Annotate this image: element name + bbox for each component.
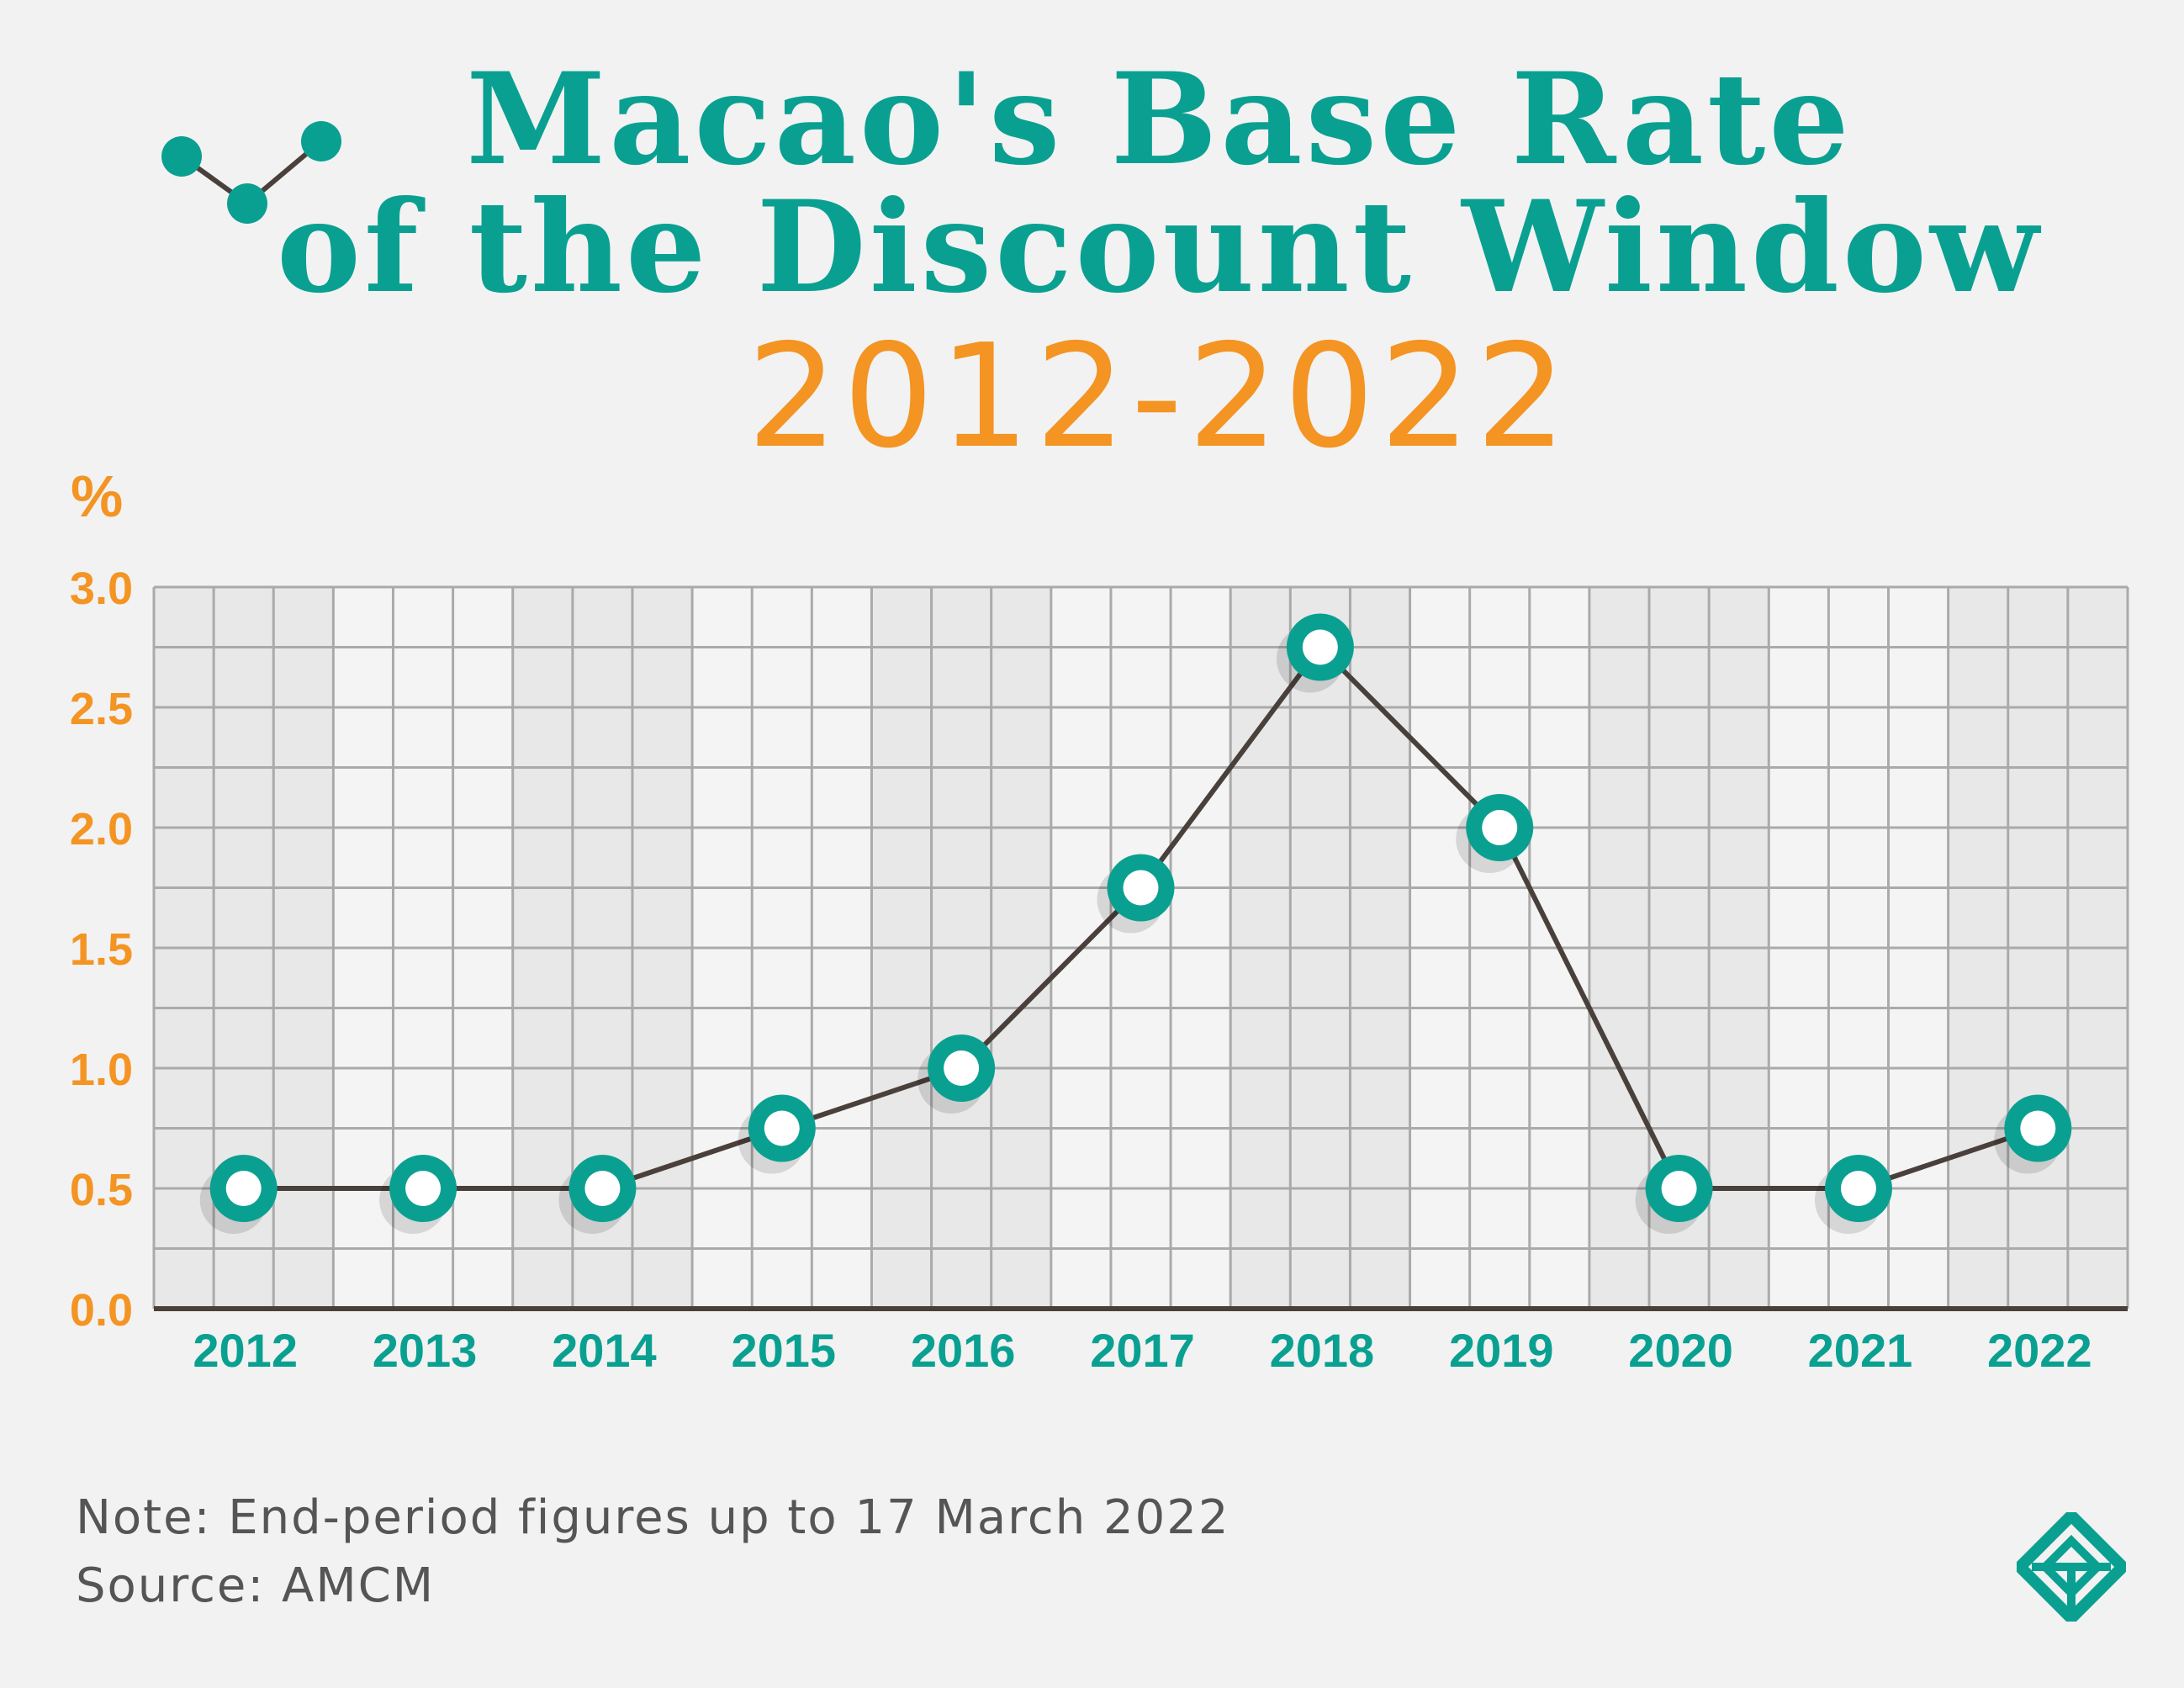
data-point-center <box>225 1171 262 1206</box>
x-tick-label: 2022 <box>1987 1324 2092 1377</box>
data-point-center <box>944 1050 980 1086</box>
data-point-center <box>405 1171 442 1206</box>
x-tick-label: 2017 <box>1090 1324 1195 1377</box>
y-tick-label: 1.0 <box>70 1045 133 1095</box>
data-point-center <box>1482 810 1518 845</box>
footnote: Note: End-period figures up to 17 March … <box>76 1490 1230 1545</box>
x-tick-label: 2018 <box>1270 1324 1375 1377</box>
y-tick-label: 3.0 <box>70 564 133 614</box>
y-tick-label: 2.0 <box>70 804 133 855</box>
x-tick-label: 2012 <box>193 1324 298 1377</box>
y-tick-label: 2.5 <box>70 684 133 734</box>
x-tick-label: 2020 <box>1628 1324 1733 1377</box>
y-tick-label: 0.0 <box>70 1285 133 1336</box>
data-point-center <box>1123 870 1159 906</box>
chart-subtitle: 2012-2022 <box>747 314 1572 480</box>
chart-title-line-1: Macao's Base Rate <box>466 45 1853 193</box>
amcm-logo-icon <box>2017 1512 2126 1622</box>
line-chart: 0.0 0.5 1.0 1.5 2.0 2.5 3.0% 2012 2013 2014 2015 20… <box>70 463 2129 1377</box>
data-point-center <box>1840 1171 1876 1206</box>
x-tick-label: 2019 <box>1449 1324 1554 1377</box>
x-tick-label: 2014 <box>552 1324 657 1377</box>
y-tick-label: 0.5 <box>70 1165 133 1215</box>
line-chart-icon <box>161 121 341 224</box>
data-point-center <box>584 1171 621 1206</box>
x-tick-label: 2015 <box>731 1324 836 1377</box>
x-tick-label: 2013 <box>373 1324 478 1377</box>
data-point-center <box>1661 1171 1697 1206</box>
data-point-center <box>764 1110 800 1146</box>
data-point-center <box>1302 629 1338 665</box>
source-note: Source: AMCM <box>76 1558 436 1613</box>
chart-title-line-2: of the Discount Window <box>276 173 2043 321</box>
y-tick-label: 1.5 <box>70 924 133 975</box>
y-axis-label: % <box>71 463 123 529</box>
data-point-center <box>2020 1110 2056 1146</box>
x-tick-label: 2021 <box>1808 1324 1913 1377</box>
x-tick-label: 2016 <box>911 1324 1016 1377</box>
